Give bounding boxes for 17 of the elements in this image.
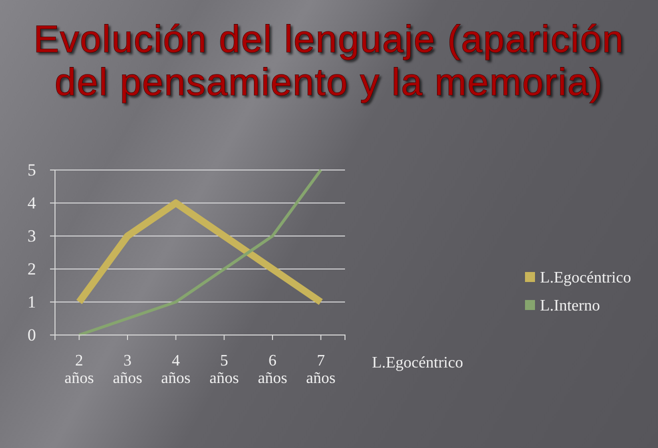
y-tick-label: 1 <box>28 292 36 312</box>
x-tick-label: 2 años <box>64 352 94 387</box>
y-tick-label: 0 <box>28 325 36 344</box>
line-series <box>78 168 322 336</box>
x-tick-label: 4 años <box>161 352 190 387</box>
legend-label: L.Interno <box>540 298 600 315</box>
y-tick-label: 2 <box>28 259 36 278</box>
x-tick-label: 6 años <box>258 352 288 387</box>
chart-title: Evolución del lenguaje (aparición del pensamiento y la memoria) <box>34 19 624 104</box>
y-tick-label: 5 <box>28 160 36 180</box>
y-tick-label: 4 <box>28 193 36 212</box>
y-tick-label: 3 <box>28 226 36 246</box>
x-tick-label: 5 años <box>210 352 239 387</box>
legend-label: L.Egocéntrico <box>540 270 632 287</box>
x-tick-label: 7 años <box>306 352 336 387</box>
text: L.Egocéntrico <box>372 354 464 372</box>
x-tick-label: 3 años <box>112 352 142 387</box>
